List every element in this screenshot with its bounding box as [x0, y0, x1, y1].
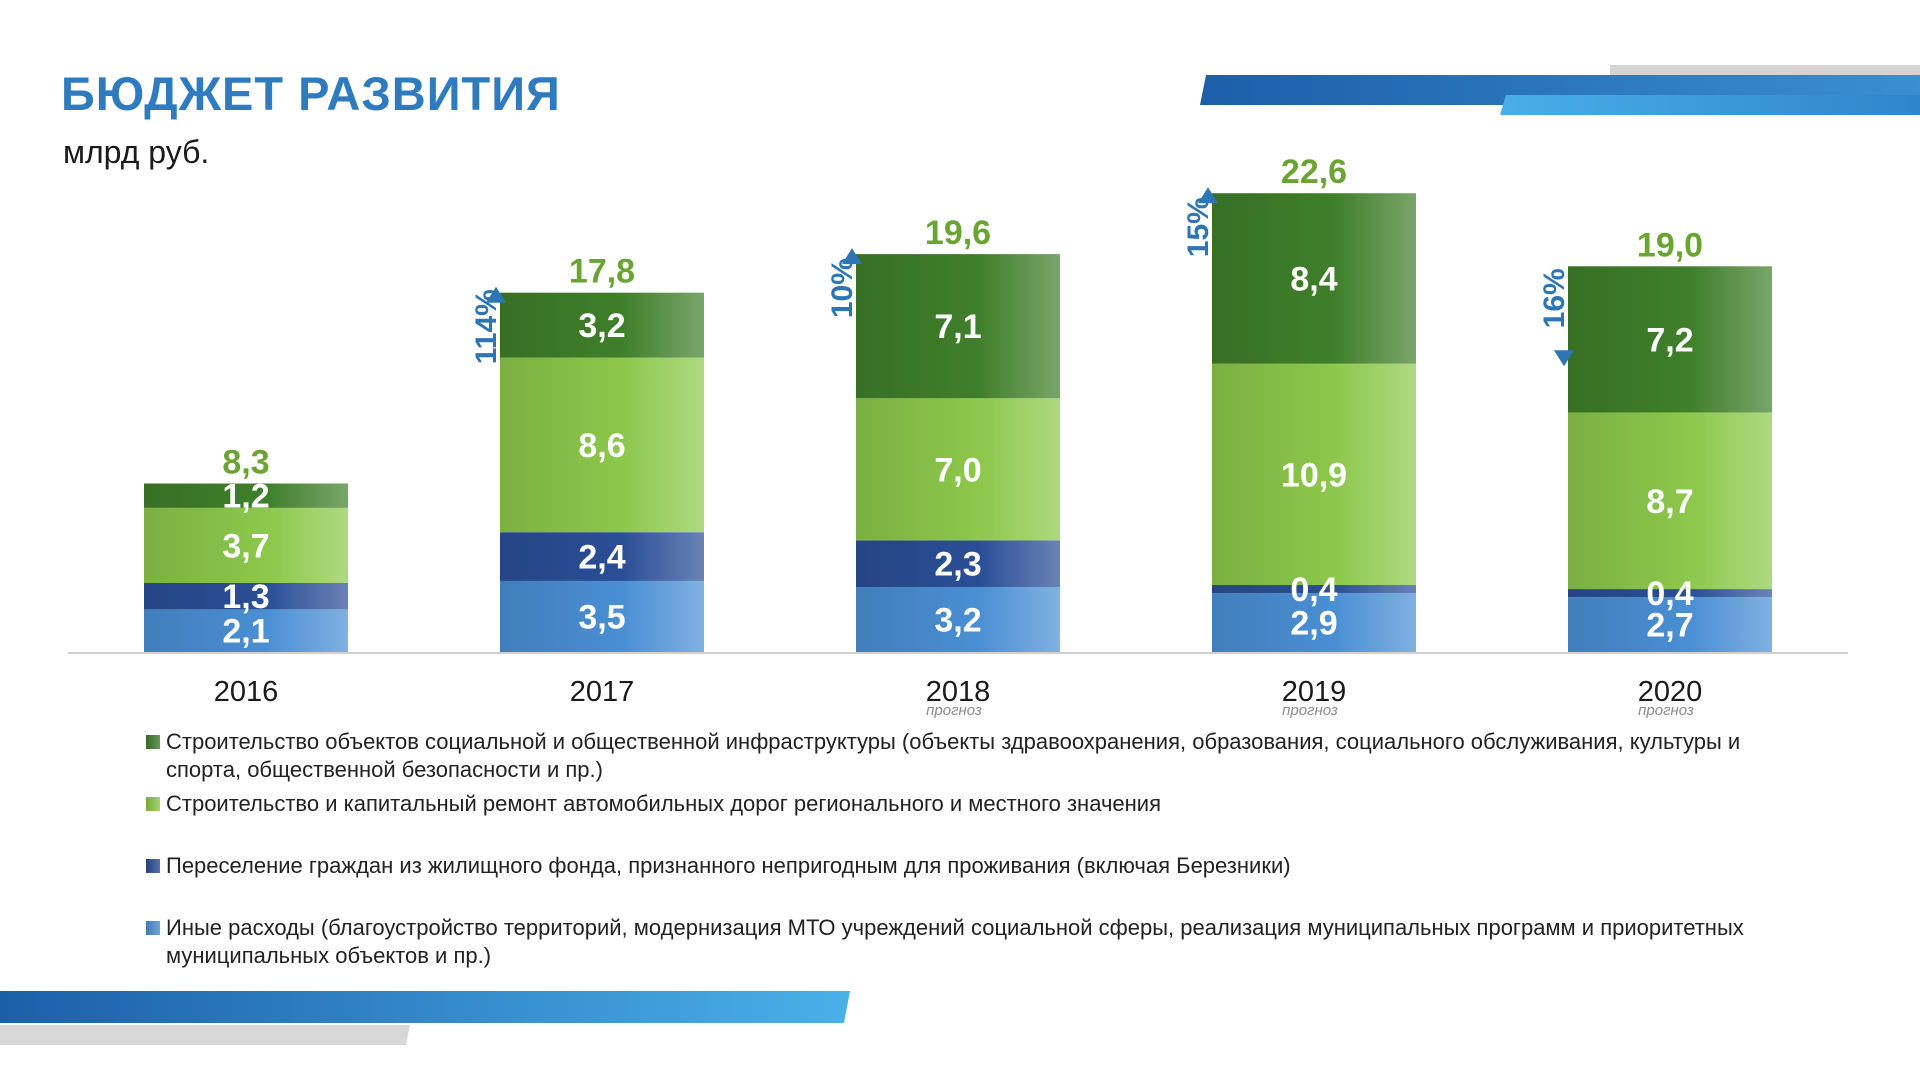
bar-segment-social_infra-2020 — [1568, 266, 1772, 413]
bar-segment-social_infra-2016 — [144, 483, 348, 508]
bar-value-label: 7,0 — [934, 451, 981, 489]
growth-percent-label: 10% — [826, 258, 859, 318]
bar-segment-resettlement-2020 — [1568, 589, 1772, 598]
growth-percent-label: 15% — [1182, 197, 1215, 257]
bar-segment-roads-2020 — [1568, 412, 1772, 590]
bar-value-label: 1,2 — [222, 478, 269, 516]
bar-value-label: 7,1 — [934, 308, 981, 346]
bar-segment-roads-2019 — [1212, 363, 1416, 586]
bar-segment-roads-2017 — [500, 357, 704, 533]
legend-swatch — [146, 735, 160, 749]
legend-swatch — [146, 921, 160, 935]
footer-decoration — [0, 991, 850, 1045]
growth-indicator: 16% — [1538, 268, 1574, 367]
growth-indicator: 10% — [826, 248, 862, 318]
bar-value-label: 2,3 — [934, 546, 981, 584]
legend-label: Переселение граждан из жилищного фонда, … — [166, 853, 1291, 878]
bar-segment-other-2017 — [500, 580, 704, 652]
unit-label: млрд руб. — [63, 134, 210, 170]
x-tick-label: 2019 — [1282, 676, 1347, 708]
x-tick-label: 2018 — [926, 676, 991, 708]
bar-segment-roads-2016 — [144, 507, 348, 583]
bar-value-label: 3,5 — [578, 598, 625, 636]
bar-segment-other-2016 — [144, 609, 348, 652]
bar-segment-other-2018 — [856, 587, 1060, 652]
forecast-note: прогноз — [1282, 702, 1338, 719]
x-tick-label: 2020 — [1638, 676, 1703, 708]
growth-indicator: 15% — [1182, 187, 1218, 257]
down-arrow-icon — [1554, 350, 1574, 367]
stacked-bar-chart: 2,11,3 3,7 1,28,3 2016 3,5 2,4 8,6 3,2 17,8 2017 1… — [68, 153, 1848, 719]
bar-total-label: 19,0 — [1637, 226, 1703, 264]
legend-label: Иные расходы (благоустройство территорий… — [166, 915, 1744, 968]
x-tick-label: 2017 — [570, 676, 635, 708]
bar-total-label: 8,3 — [222, 444, 269, 482]
bar-value-label: 10,9 — [1281, 456, 1347, 494]
legend-swatch — [146, 859, 160, 873]
bar-value-label: 8,7 — [1646, 483, 1693, 521]
bar-total-label: 22,6 — [1281, 153, 1347, 191]
bar-segment-social_infra-2019 — [1212, 193, 1416, 364]
bar-value-label: 8,6 — [578, 427, 625, 465]
growth-percent-label: 16% — [1538, 268, 1571, 328]
bar-value-label: 3,7 — [222, 527, 269, 565]
bar-segment-social_infra-2018 — [856, 254, 1060, 399]
bar-value-label: 2,9 — [1290, 605, 1337, 643]
bar-value-label: 0,4 — [1646, 575, 1693, 613]
page-title: БЮДЖЕТ РАЗВИТИЯ — [61, 67, 561, 120]
bar-value-label: 0,4 — [1290, 571, 1337, 609]
legend-item-other: Иные расходы (благоустройство территорий… — [146, 914, 1786, 970]
bar-value-label: 1,3 — [222, 578, 269, 616]
bar-segment-resettlement-2016 — [144, 582, 348, 610]
x-tick-label: 2016 — [214, 676, 279, 708]
bar-total-label: 19,6 — [925, 214, 991, 252]
bar-segment-resettlement-2017 — [500, 532, 704, 581]
forecast-note: прогноз — [926, 702, 982, 719]
bar-value-label: 3,2 — [578, 307, 625, 345]
bar-total-label: 17,8 — [569, 253, 635, 291]
legend-swatch — [146, 797, 160, 811]
up-arrow-icon — [486, 286, 506, 303]
forecast-note: прогноз — [1638, 702, 1694, 719]
bar-segment-other-2020 — [1568, 597, 1772, 652]
bar-segment-social_infra-2017 — [500, 292, 704, 358]
bar-value-label: 2,4 — [578, 539, 625, 577]
bar-segment-resettlement-2018 — [856, 540, 1060, 588]
legend-label: Строительство и капитальный ремонт автом… — [166, 791, 1161, 816]
bar-segment-other-2019 — [1212, 593, 1416, 652]
bar-value-label: 2,7 — [1646, 607, 1693, 645]
up-arrow-icon — [1198, 187, 1218, 204]
header-decoration — [1200, 65, 1920, 115]
bar-value-label: 2,1 — [222, 613, 269, 651]
bar-value-label: 7,2 — [1646, 321, 1693, 359]
growth-indicator: 114% — [470, 286, 506, 364]
bar-value-label: 8,4 — [1290, 260, 1337, 298]
legend-label: Строительство объектов социальной и обще… — [166, 729, 1741, 782]
legend-item-resettlement: Переселение граждан из жилищного фонда, … — [146, 852, 1786, 880]
up-arrow-icon — [842, 248, 862, 265]
bar-segment-roads-2018 — [856, 398, 1060, 541]
bar-segment-resettlement-2019 — [1212, 585, 1416, 594]
bar-value-label: 3,2 — [934, 602, 981, 640]
legend-item-roads: Строительство и капитальный ремонт автом… — [146, 790, 1786, 818]
legend-item-social_infra: Строительство объектов социальной и обще… — [146, 728, 1786, 784]
